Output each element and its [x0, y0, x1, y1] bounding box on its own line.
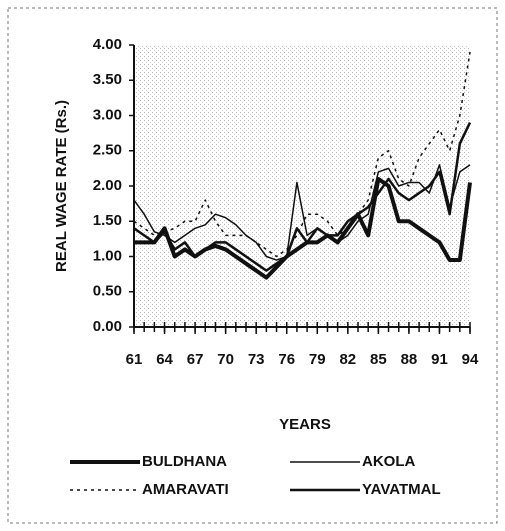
legend-label: AMARAVATI [142, 481, 229, 498]
x-tick-label: 76 [278, 351, 295, 368]
y-tick-label: 2.50 [93, 142, 122, 159]
y-tick-label: 0.00 [93, 318, 122, 335]
y-tick-label: 3.50 [93, 71, 122, 88]
frame [7, 7, 498, 524]
x-tick-label: 70 [217, 351, 234, 368]
x-tick-label: 79 [309, 351, 326, 368]
y-tick-label: 3.00 [93, 106, 122, 123]
series-line [133, 51, 471, 258]
y-tick-label: 2.00 [93, 177, 122, 194]
x-axis-title: YEARS [279, 416, 331, 433]
x-tick-label: 82 [339, 351, 356, 368]
x-tick-label: 67 [187, 351, 204, 368]
series-line [133, 122, 472, 272]
y-tick-label: 4.00 [93, 36, 122, 53]
x-tick-label: 73 [248, 351, 265, 368]
x-tick-label: 64 [156, 351, 173, 368]
y-axis-title: REAL WAGE RATE (Rs.) [53, 100, 70, 272]
legend-label: BULDHANA [142, 453, 227, 470]
legend-label: YAVATMAL [362, 481, 441, 498]
series-line [133, 164, 471, 261]
series-line [134, 176, 472, 280]
y-tick-label: 1.00 [93, 247, 122, 264]
x-tick-label: 88 [401, 351, 418, 368]
y-tick-label: 0.50 [93, 283, 122, 300]
plot-background [134, 45, 470, 327]
x-tick-label: 61 [126, 351, 143, 368]
x-tick-label: 85 [370, 351, 387, 368]
y-tick-label: 1.50 [93, 212, 122, 229]
legend-label: AKOLA [362, 453, 415, 470]
x-tick-label: 94 [462, 351, 479, 368]
x-tick-label: 91 [431, 351, 448, 368]
